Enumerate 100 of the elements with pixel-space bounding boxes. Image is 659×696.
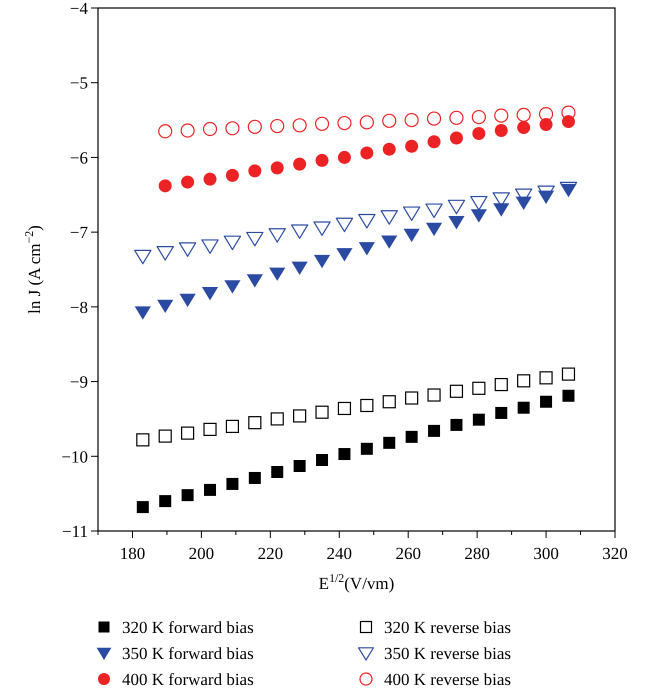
point [270,118,284,134]
point [178,242,196,257]
point [180,123,195,138]
point [270,161,284,174]
point [180,294,196,308]
point [248,164,262,178]
point [290,224,308,239]
point [316,154,329,167]
point [336,218,354,232]
point [380,210,398,225]
point [540,118,553,132]
point [472,382,486,395]
point [472,127,486,140]
point [316,454,328,466]
point [495,406,508,419]
x-tick-label: 300 [533,544,559,563]
x-tick-label: 220 [258,544,284,563]
point [271,466,284,478]
point [336,248,353,262]
point [404,228,420,242]
point [426,222,442,236]
legend-label: 350 K forward bias [122,644,254,663]
point [136,501,149,514]
point [358,242,375,256]
point [338,402,352,416]
point [517,121,530,134]
y-tick-label: −8 [70,298,88,317]
point [450,418,462,431]
point [204,484,216,496]
point [338,448,350,460]
point [383,436,396,449]
y-tick-label: −5 [70,74,88,93]
y-tick-label: −9 [70,372,88,392]
point [158,179,172,192]
point [538,106,554,122]
point [382,142,396,156]
y-tick-label: −4 [70,0,88,18]
legend-label: 320 K reverse bias [384,618,511,637]
x-tick-label: 320 [602,544,628,563]
point [517,374,530,388]
point [226,420,240,433]
point [181,426,194,440]
point [358,214,376,228]
point [472,110,486,124]
x-tick-label: 240 [326,544,352,563]
point [246,274,263,288]
point [561,106,576,120]
point [294,460,306,472]
x-tick-label: 260 [395,544,421,563]
legend-label: 320 K forward bias [122,618,254,637]
point [156,246,174,261]
point [494,108,508,123]
point [402,206,420,222]
point [248,120,262,134]
point [450,132,463,145]
point [314,116,330,131]
point [158,124,172,138]
point [360,398,374,412]
point [314,254,330,268]
point [226,478,238,490]
point [202,122,218,136]
point [494,378,508,392]
point [427,388,441,402]
point [360,146,374,160]
point [292,118,307,132]
point [224,236,242,250]
point [315,406,329,419]
point [203,422,217,436]
x-tick-label: 280 [464,544,490,563]
point [293,158,306,171]
point [382,114,396,128]
point [157,300,174,314]
point [224,280,241,294]
point [494,124,508,138]
point [293,409,306,423]
point [269,268,286,281]
point [428,424,440,437]
point [337,116,352,130]
point [493,203,510,217]
point [158,430,172,443]
point [539,371,553,384]
point [470,209,487,223]
y-tick-label: −6 [70,148,88,168]
point [562,368,576,381]
point [360,442,373,455]
point [405,391,418,405]
y-tick-label: −10 [61,447,88,466]
point [270,412,284,426]
point [248,472,261,484]
y-tick-label: −11 [62,522,88,541]
point [201,239,219,254]
point [382,395,396,408]
point [450,384,464,398]
legend-label: 400 K forward bias [122,670,254,689]
point [540,396,552,408]
point [202,286,218,300]
point [518,402,530,414]
point [404,112,419,128]
point [226,168,239,182]
point [428,135,441,148]
